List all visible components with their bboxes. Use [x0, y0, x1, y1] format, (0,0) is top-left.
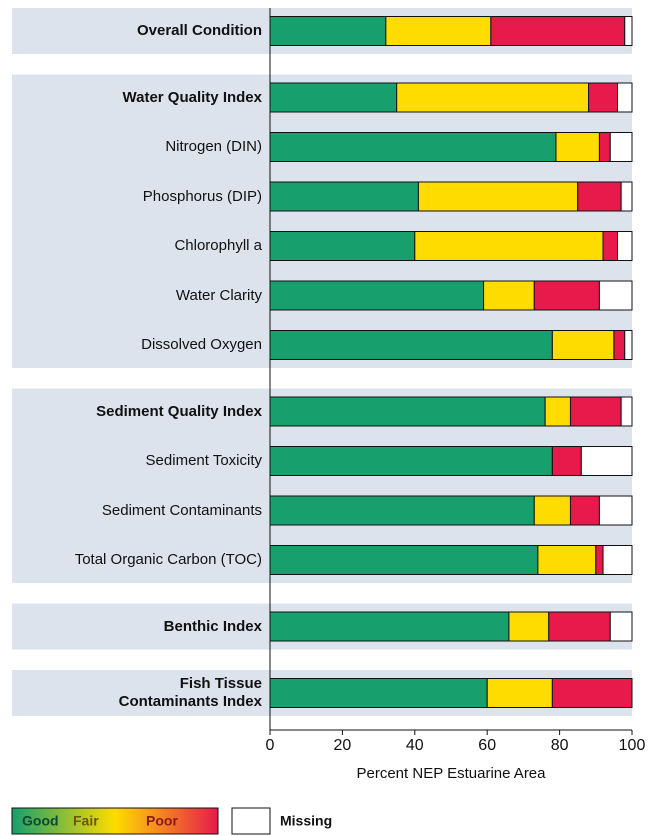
category-label: Water Clarity — [175, 286, 262, 304]
bar-segment — [269, 545, 539, 575]
bar-segment — [620, 181, 633, 212]
bar-segment — [551, 446, 582, 476]
legend-scale — [11, 807, 219, 835]
panels — [12, 8, 632, 716]
bar-segment — [551, 678, 633, 708]
bar-segment — [544, 396, 571, 427]
category-label: Benthic Index — [163, 617, 262, 635]
bar-segment — [598, 495, 633, 526]
bar-segment — [396, 82, 590, 113]
bar-segment — [414, 231, 604, 261]
bar-segment — [620, 396, 633, 427]
bar-segment — [617, 82, 633, 113]
bar-segment — [490, 16, 626, 46]
bar-segment — [555, 132, 600, 162]
bar-segment — [609, 611, 633, 642]
bar-segment — [548, 611, 611, 642]
bar-segment — [269, 16, 387, 46]
category-label: Sediment Toxicity — [145, 452, 262, 469]
bar-segment — [269, 446, 553, 476]
x-tick-label: 0 — [266, 737, 275, 754]
category-label: Sediment Contaminants — [101, 501, 262, 519]
bar-segment — [569, 396, 622, 427]
legend-swatch — [231, 807, 271, 835]
bar-segment — [602, 545, 633, 575]
x-tick-label: 60 — [478, 737, 496, 754]
bar-segment — [486, 678, 553, 708]
bar-segment — [602, 231, 619, 261]
category-label: Chlorophyll a — [174, 237, 262, 254]
category-label: Phosphorus (DIP) — [142, 187, 262, 205]
bar-segment — [508, 611, 550, 642]
bar-segment — [613, 330, 626, 360]
bar-segment — [598, 280, 633, 311]
bar-segment — [617, 231, 633, 261]
legend-label: Missing — [280, 813, 332, 829]
bar-segment — [569, 495, 600, 526]
bar-segment — [598, 132, 611, 162]
category-label: Fish Tissue Contaminants Index — [118, 675, 262, 710]
legend-label: Fair — [73, 813, 99, 829]
bar-segment — [588, 82, 619, 113]
category-label: Sediment Quality Index — [96, 402, 262, 420]
bar-segment — [269, 82, 398, 113]
bar-segment — [580, 446, 633, 476]
bar-segment — [595, 545, 604, 575]
legend-label: Poor — [146, 813, 178, 829]
category-label: Water Quality Index — [122, 88, 262, 106]
x-tick-label: 80 — [551, 737, 569, 754]
x-tick-label: 40 — [406, 737, 424, 754]
bar-segment — [269, 231, 416, 261]
category-label: Total Organic Carbon (TOC) — [74, 551, 262, 568]
bar-segment — [533, 280, 600, 311]
category-label: Nitrogen (DIN) — [165, 138, 262, 155]
bar-segment — [537, 545, 597, 575]
bar-segment — [269, 611, 510, 642]
bar-segment — [624, 16, 633, 46]
bar-segment — [269, 181, 419, 212]
bar-segment — [417, 181, 579, 212]
category-label: Overall Condition — [136, 22, 262, 39]
bar-segment — [533, 495, 571, 526]
bar-segment — [385, 16, 492, 46]
group-panel — [12, 74, 632, 368]
x-tick-label: 20 — [334, 737, 352, 754]
legend-label: Good — [22, 813, 59, 829]
bar-segment — [269, 330, 553, 360]
bar-segment — [269, 396, 546, 427]
bar-segment — [577, 181, 622, 212]
bar-segment — [551, 330, 615, 360]
bar-segment — [483, 280, 535, 311]
category-label: Dissolved Oxygen — [141, 336, 262, 353]
bar-segment — [609, 132, 633, 162]
bar-segment — [269, 495, 535, 526]
bar-segment — [269, 132, 557, 162]
bar-segment — [624, 330, 633, 360]
bar-segment — [269, 678, 488, 708]
x-tick-label: 100 — [619, 737, 646, 754]
bar-segment — [269, 280, 485, 311]
x-axis-label: Percent NEP Estuarine Area — [357, 765, 547, 782]
